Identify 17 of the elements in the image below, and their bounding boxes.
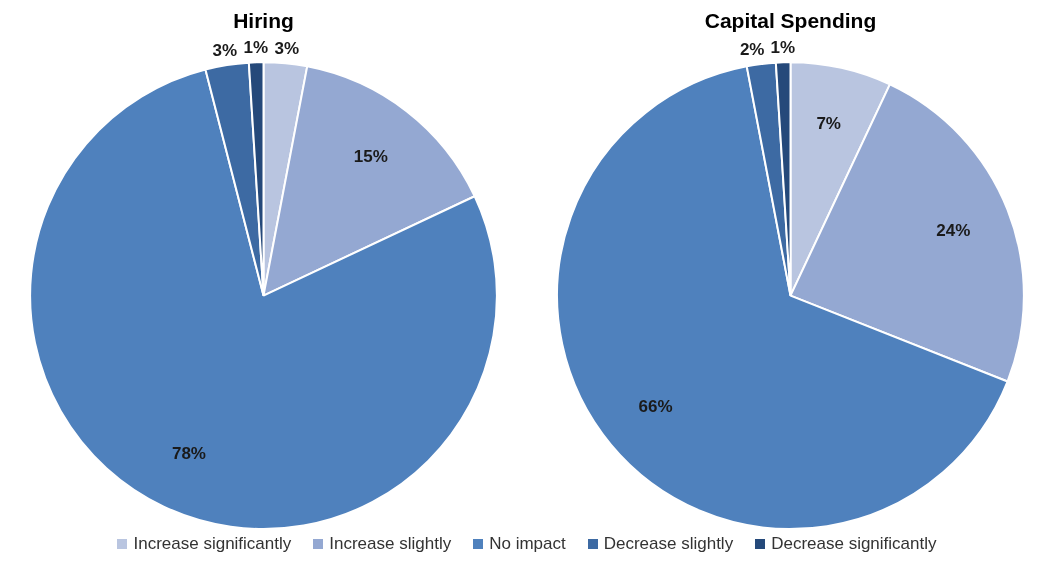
data-label: 1% <box>770 38 796 58</box>
data-label: 66% <box>638 396 673 416</box>
data-label: 1% <box>243 38 269 58</box>
chart-title: Capital Spending <box>704 9 877 33</box>
legend-label: Increase significantly <box>133 534 292 554</box>
data-label: 3% <box>212 40 238 60</box>
chart-title: Hiring <box>233 9 294 33</box>
data-label: 15% <box>353 146 388 166</box>
data-label: 7% <box>816 114 841 134</box>
legend-label: Decrease significantly <box>771 534 937 554</box>
legend-label: Decrease slightly <box>603 534 734 554</box>
data-label: 3% <box>274 38 300 58</box>
legend-label: No impact <box>489 534 566 554</box>
data-label: 24% <box>936 220 971 240</box>
data-label: 78% <box>171 443 206 463</box>
legend-label: Increase slightly <box>329 534 452 554</box>
data-label: 2% <box>739 39 765 59</box>
